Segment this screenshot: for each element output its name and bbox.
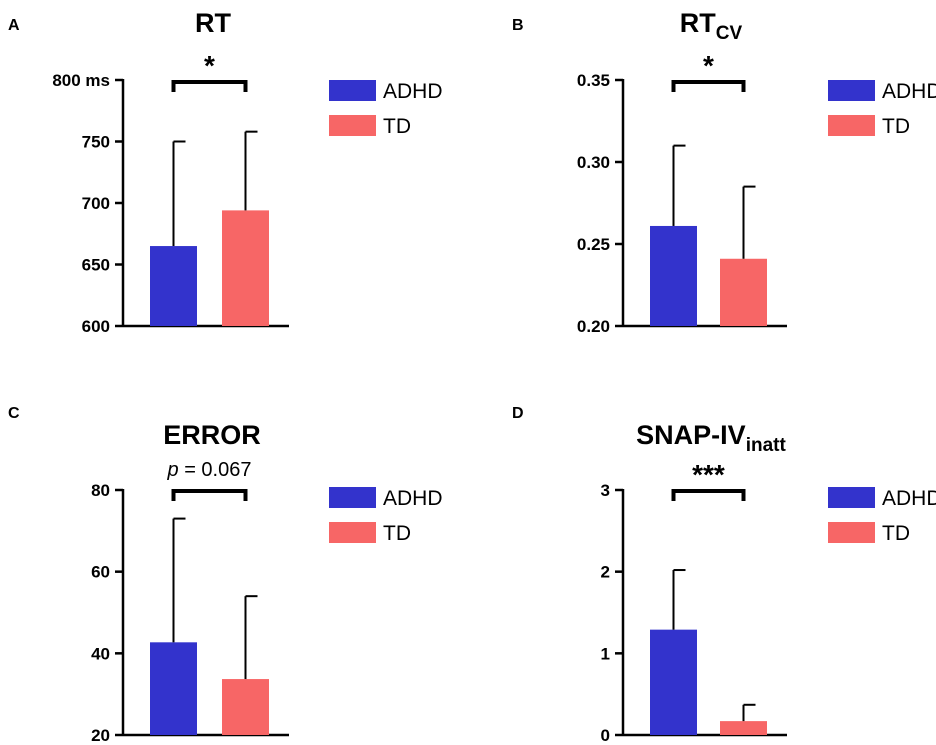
- y-tick-label: 2: [601, 563, 610, 582]
- bar-adhd: [150, 246, 197, 326]
- legend-label-td: TD: [383, 115, 411, 138]
- legend-swatch-td: [828, 115, 875, 136]
- y-tick-label: 40: [91, 644, 110, 663]
- chart-panel-B: B RTCV 0.20 0.25 0.30 0.35 * ADHD TD: [512, 8, 936, 336]
- legend-label-adhd: ADHD: [882, 487, 936, 510]
- bar-adhd: [150, 642, 197, 735]
- bar-adhd: [650, 225, 697, 326]
- y-tick-label: 60: [91, 563, 110, 582]
- significance-bracket: [671, 80, 746, 92]
- bar-td: [720, 721, 767, 735]
- panel-letter: C: [8, 405, 20, 422]
- y-tick-label: 600: [82, 317, 110, 336]
- legend-label-td: TD: [882, 522, 910, 545]
- significance-bracket: [171, 489, 248, 501]
- y-tick-label: 0: [601, 726, 610, 745]
- significance-label: *: [703, 50, 714, 81]
- y-tick-label: 3: [601, 481, 610, 500]
- y-tick-label: 80: [91, 481, 110, 500]
- legend-label-adhd: ADHD: [383, 80, 443, 103]
- significance-bracket: [671, 489, 746, 501]
- legend-swatch-td: [828, 522, 875, 543]
- legend-swatch-td: [329, 522, 376, 543]
- legend-swatch-adhd: [329, 80, 376, 101]
- chart-panel-A: A RT 600 650 700 750 800 ms * ADHD TD: [8, 8, 443, 336]
- y-tick-label: 700: [82, 194, 110, 213]
- y-tick-label: 1: [601, 644, 610, 663]
- legend-label-td: TD: [882, 115, 910, 138]
- bar-td: [222, 210, 269, 326]
- chart-title: SNAP-IVinatt: [636, 420, 786, 456]
- significance-label: ***: [692, 459, 725, 490]
- legend-label-adhd: ADHD: [383, 487, 443, 510]
- significance-bracket: [171, 80, 248, 92]
- panel-letter: A: [8, 17, 20, 34]
- legend-label-td: TD: [383, 522, 411, 545]
- panel-letter: D: [512, 405, 524, 422]
- y-tick-label: 0.30: [577, 153, 610, 172]
- y-tick-label: 0.25: [577, 235, 610, 254]
- chart-panel-C: C ERROR 20 40 60 80 p = 0.067 ADHD TD: [8, 405, 443, 745]
- y-tick-label: 0.35: [577, 71, 610, 90]
- y-tick-label: 20: [91, 726, 110, 745]
- bar-td: [222, 679, 269, 735]
- significance-label: p = 0.067: [167, 459, 252, 481]
- y-tick-label: 650: [82, 256, 110, 275]
- significance-label: *: [204, 50, 215, 81]
- chart-title: ERROR: [163, 420, 261, 450]
- panel-letter: B: [512, 17, 524, 34]
- y-tick-label: 0.20: [577, 317, 610, 336]
- bar-td: [720, 258, 767, 326]
- y-tick-label: 800 ms: [52, 71, 110, 90]
- chart-title: RT: [195, 8, 231, 38]
- legend-label-adhd: ADHD: [882, 80, 936, 103]
- chart-title: RTCV: [680, 8, 743, 44]
- legend-swatch-adhd: [828, 487, 875, 508]
- legend-swatch-adhd: [329, 487, 376, 508]
- legend-swatch-td: [329, 115, 376, 136]
- bar-adhd: [650, 629, 697, 735]
- y-tick-label: 750: [82, 133, 110, 152]
- chart-panel-D: D SNAP-IVinatt 0 1 2 3 *** ADHD TD: [512, 405, 936, 745]
- legend-swatch-adhd: [828, 80, 875, 101]
